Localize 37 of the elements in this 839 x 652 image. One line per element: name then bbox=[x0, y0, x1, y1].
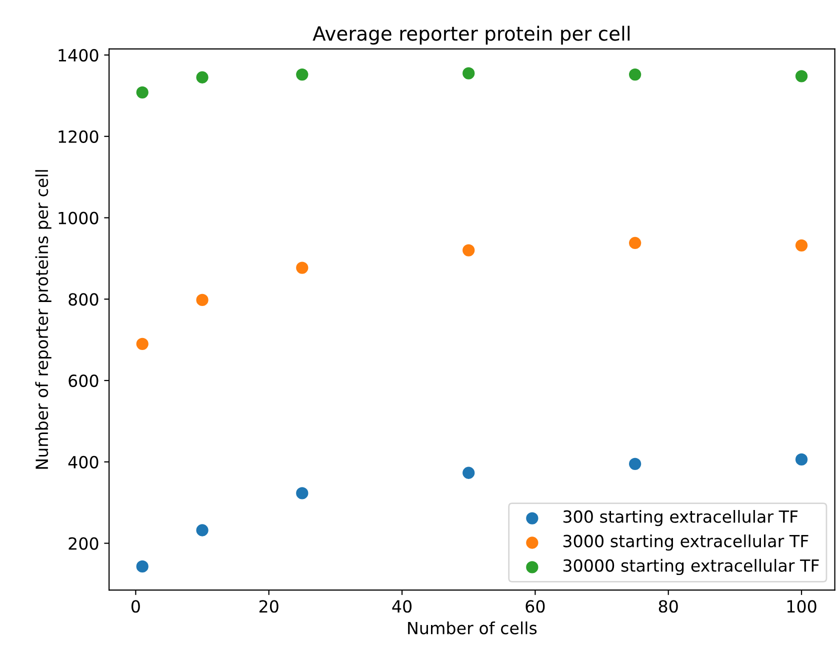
point bbox=[296, 487, 308, 500]
y-tick-label: 600 bbox=[68, 374, 98, 388]
point bbox=[196, 294, 208, 306]
point bbox=[136, 86, 148, 99]
x-tick-label: 0 bbox=[132, 600, 140, 613]
y-tick-label: 200 bbox=[68, 537, 98, 550]
y-tick-label: 1200 bbox=[58, 130, 98, 143]
y-axis-title: Number of reporter proteins per cell bbox=[35, 170, 52, 469]
y-tick-label: 400 bbox=[68, 456, 98, 468]
point bbox=[296, 262, 308, 274]
point bbox=[136, 560, 148, 573]
point bbox=[462, 244, 475, 256]
x-tick-label: 60 bbox=[526, 600, 545, 613]
legend-label: 30000 starting extracellular TF bbox=[563, 558, 819, 576]
point bbox=[628, 236, 642, 250]
y-tick-label: 1000 bbox=[58, 212, 98, 224]
point bbox=[196, 524, 208, 536]
y-tick-label: 800 bbox=[68, 293, 98, 306]
point bbox=[296, 68, 308, 81]
x-tick-label: 20 bbox=[259, 600, 278, 613]
x-tick-label: 100 bbox=[787, 600, 816, 613]
point bbox=[196, 71, 208, 84]
legend-label: 3000 starting extracellular TF bbox=[563, 534, 808, 551]
legend-label: 300 starting extracellular TF bbox=[563, 510, 798, 526]
point bbox=[462, 466, 475, 479]
point bbox=[795, 453, 808, 466]
point bbox=[136, 338, 148, 350]
point bbox=[628, 68, 642, 81]
x-axis-title: Number of cells bbox=[408, 621, 537, 634]
point bbox=[462, 67, 475, 80]
point bbox=[795, 70, 808, 82]
point bbox=[795, 239, 808, 252]
chart-title: Average reporter protein per cell bbox=[312, 26, 630, 45]
x-tick-label: 40 bbox=[392, 600, 412, 613]
y-tick-label: 1400 bbox=[58, 48, 98, 62]
point bbox=[628, 458, 642, 470]
x-tick-label: 80 bbox=[658, 600, 678, 613]
